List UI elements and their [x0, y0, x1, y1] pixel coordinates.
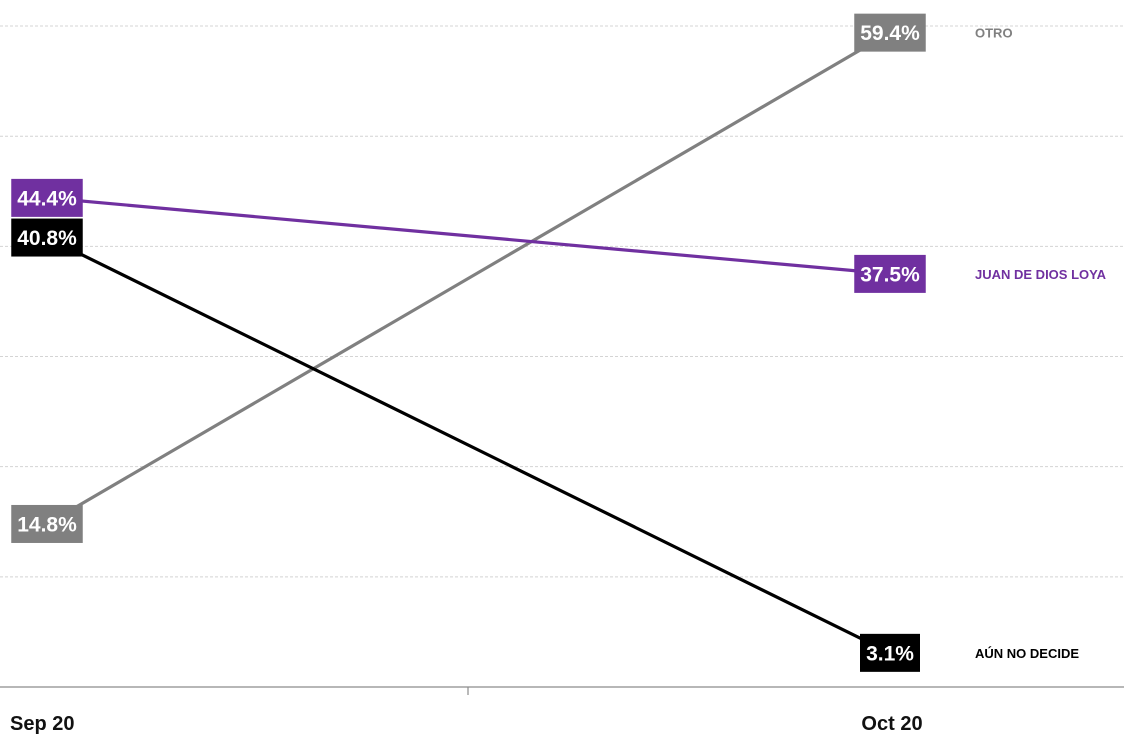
data-label-box: [860, 633, 920, 672]
data-labels: 14.8% 59.4% 44.4% 37.5% 40.8% 3.1%: [11, 13, 926, 672]
series-line-otro: [45, 31, 892, 526]
x-tick-label-sep-20: Sep 20: [10, 713, 74, 735]
data-label-juan-de-dios-loya-oct: 37.5%: [854, 254, 926, 293]
data-label-otro-oct: 59.4%: [854, 13, 926, 52]
series-name-a-n-no-decide: AÚN NO DECIDE: [975, 646, 1079, 661]
series-lines: [45, 31, 892, 655]
data-label-otro-sep: 14.8%: [11, 504, 83, 543]
data-label-box: [11, 504, 83, 543]
data-label-box: [11, 178, 83, 217]
data-label-text: 37.5%: [860, 263, 920, 286]
data-label-a-n-no-decide-sep: 40.8%: [11, 218, 83, 257]
series-names: OTRO JUAN DE DIOS LOYA AÚN NO DECIDE: [975, 26, 1107, 661]
data-label-box: [854, 254, 926, 293]
data-label-a-n-no-decide-oct: 3.1%: [860, 633, 920, 672]
data-label-text: 59.4%: [860, 22, 920, 45]
x-tick-label-oct-20: Oct 20: [861, 713, 922, 735]
data-label-text: 40.8%: [17, 227, 77, 250]
series-line-a-n-no-decide: [45, 235, 892, 655]
data-label-text: 3.1%: [866, 642, 914, 665]
data-label-box: [854, 13, 926, 52]
x-axis: Sep 20 Oct 20: [0, 686, 1124, 735]
data-label-text: 44.4%: [17, 187, 77, 210]
series-name-otro: OTRO: [975, 26, 1013, 41]
series-line-juan-de-dios-loya: [45, 196, 892, 276]
data-label-juan-de-dios-loya-sep: 44.4%: [11, 178, 83, 217]
data-label-text: 14.8%: [17, 513, 77, 536]
series-name-juan-de-dios-loya: JUAN DE DIOS LOYA: [975, 267, 1107, 282]
gridlines: [0, 25, 1124, 578]
data-label-box: [11, 218, 83, 257]
